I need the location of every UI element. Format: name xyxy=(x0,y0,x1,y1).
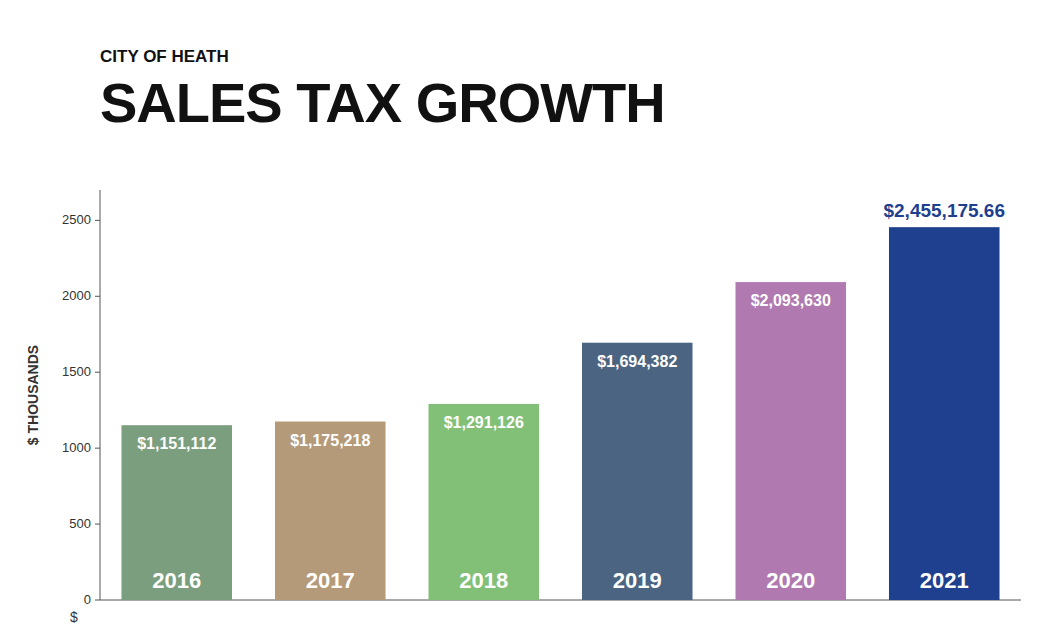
bar xyxy=(582,343,693,600)
title: SALES TAX GROWTH xyxy=(100,71,665,134)
category-label: 2018 xyxy=(459,568,508,593)
value-label: $1,694,382 xyxy=(597,353,677,370)
bar xyxy=(735,282,846,600)
subtitle: CITY OF HEATH xyxy=(100,47,229,66)
value-label: $1,151,112 xyxy=(137,435,216,452)
bar xyxy=(121,425,232,600)
x-axis-line xyxy=(100,600,1021,601)
y-tick xyxy=(95,600,100,601)
category-label: 2019 xyxy=(613,568,662,593)
y-axis-label: $ THOUSANDS xyxy=(25,345,41,445)
y-tick xyxy=(95,220,100,221)
y-tick-label: 1500 xyxy=(62,364,91,379)
y-tick xyxy=(95,448,100,449)
bar xyxy=(428,404,539,600)
y-tick-label: 2500 xyxy=(62,212,91,227)
value-label: $1,291,126 xyxy=(444,414,524,431)
y-tick xyxy=(95,524,100,525)
y-tick xyxy=(95,296,100,297)
category-label: 2020 xyxy=(766,568,815,593)
y-tick-label: 1000 xyxy=(62,440,91,455)
bar xyxy=(275,422,386,600)
value-label: $1,175,218 xyxy=(290,432,370,449)
y-tick-label: 0 xyxy=(84,592,91,607)
y-tick xyxy=(95,372,100,373)
y-axis-line xyxy=(100,190,101,600)
category-label: 2016 xyxy=(152,568,201,593)
value-label: $2,093,630 xyxy=(751,292,831,309)
chart: CITY OF HEATH SALES TAX GROWTH 0 500 1000 150… xyxy=(0,0,1051,639)
annotation: $ xyxy=(70,609,78,625)
category-label: 2017 xyxy=(306,568,355,593)
value-label: $2,455,175.66 xyxy=(883,200,1005,221)
y-tick-label: 2000 xyxy=(62,288,91,303)
bar xyxy=(889,227,1000,600)
bars xyxy=(121,227,999,600)
y-tick-label: 500 xyxy=(69,516,91,531)
category-label: 2021 xyxy=(920,568,969,593)
